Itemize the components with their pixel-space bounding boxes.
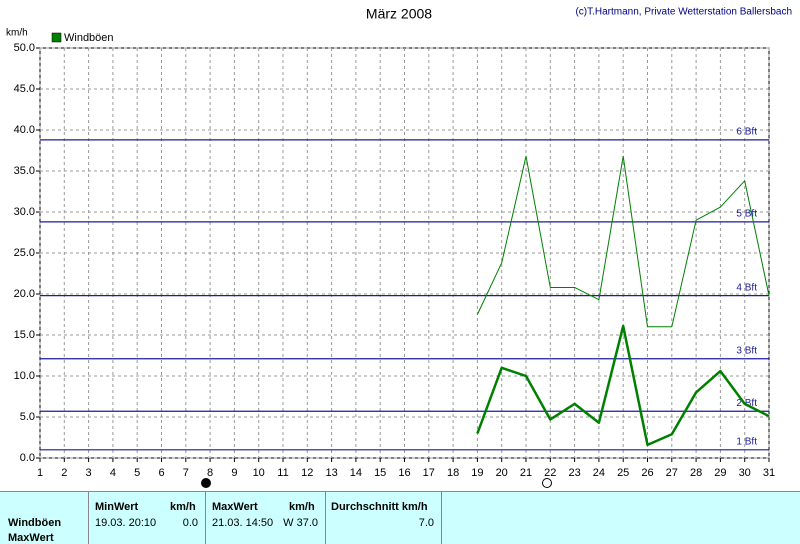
x-tick-label: 20 xyxy=(496,467,508,479)
x-tick-label: 15 xyxy=(374,467,386,479)
row-label: Windböen xyxy=(8,517,62,529)
x-tick-label: 25 xyxy=(617,467,629,479)
x-tick-label: 13 xyxy=(325,467,337,479)
credit: (c)T.Hartmann, Private Wetterstation Bal… xyxy=(575,7,792,18)
x-tick-label: 31 xyxy=(763,467,775,479)
y-tick-label: 20.0 xyxy=(14,288,35,300)
y-tick-label: 45.0 xyxy=(14,83,35,95)
cell: 0.0 xyxy=(182,517,198,529)
header: Durchschnitt km/h xyxy=(331,501,428,513)
legend-label: Windböen xyxy=(64,32,114,44)
x-tick-label: 5 xyxy=(134,467,140,479)
y-tick-label: 35.0 xyxy=(14,165,35,177)
x-tick-label: 26 xyxy=(641,467,653,479)
chart-title: März 2008 xyxy=(366,6,432,22)
x-tick-label: 6 xyxy=(158,467,164,479)
divider xyxy=(441,492,442,544)
x-tick-label: 21 xyxy=(520,467,532,479)
x-tick-label: 3 xyxy=(86,467,92,479)
new-moon-icon xyxy=(201,478,211,488)
x-tick-label: 14 xyxy=(350,467,362,479)
series-line xyxy=(476,324,770,447)
y-tick-label: 15.0 xyxy=(14,329,35,341)
header: km/h xyxy=(289,501,315,513)
x-tick-label: 18 xyxy=(447,467,459,479)
cell: W 37.0 xyxy=(283,517,318,529)
x-tick-label: 23 xyxy=(568,467,580,479)
x-tick-label: 30 xyxy=(739,467,751,479)
beaufort-label: 6 Bft xyxy=(736,126,757,137)
x-tick-label: 22 xyxy=(544,467,556,479)
y-tick-label: 50.0 xyxy=(14,42,35,54)
y-tick-label: 5.0 xyxy=(20,411,35,423)
x-tick-label: 2 xyxy=(61,467,67,479)
beaufort-label: 5 Bft xyxy=(736,208,757,219)
series-line xyxy=(476,155,770,328)
x-tick-label: 27 xyxy=(666,467,678,479)
y-tick-label: 25.0 xyxy=(14,247,35,259)
stats-table: MinWert km/h MaxWert km/h Durchschnitt k… xyxy=(0,491,800,544)
plot: 0.0 5.0 10.0 15.0 20.0 25.0 30.0 35.0 40.0 45.0 50… xyxy=(14,42,776,479)
beaufort-label: 4 Bft xyxy=(736,282,757,293)
cell: 19.03. 20:10 xyxy=(95,517,157,529)
legend-swatch xyxy=(51,32,62,43)
beaufort-label: 3 Bft xyxy=(736,345,757,356)
y-axis-label: km/h xyxy=(6,28,28,39)
x-tick-label: 28 xyxy=(690,467,702,479)
x-tick-label: 12 xyxy=(301,467,313,479)
chart: März 2008 (c)T.Hartmann, Private Wetters… xyxy=(6,6,792,488)
header: MaxWert xyxy=(212,501,258,513)
x-tick-label: 10 xyxy=(253,467,265,479)
x-tick-label: 9 xyxy=(231,467,237,479)
header: MinWert xyxy=(95,501,139,513)
beaufort-label: 2 Bft xyxy=(736,398,757,409)
row-label: MaxWert xyxy=(8,532,54,544)
divider xyxy=(325,492,326,544)
y-tick-label: 40.0 xyxy=(14,124,35,136)
beaufort-label: 1 Bft xyxy=(736,436,757,447)
x-tick-label: 7 xyxy=(183,467,189,479)
y-tick-label: 10.0 xyxy=(14,370,35,382)
divider xyxy=(205,492,206,544)
header: km/h xyxy=(170,501,196,513)
cell: 21.03. 14:50 xyxy=(212,517,274,529)
x-tick-label: 24 xyxy=(593,467,605,479)
x-tick-label: 16 xyxy=(398,467,410,479)
y-tick-label: 0.0 xyxy=(20,452,35,464)
cell: 7.0 xyxy=(418,517,434,529)
x-tick-label: 19 xyxy=(471,467,483,479)
x-tick-label: 4 xyxy=(110,467,116,479)
x-tick-label: 11 xyxy=(277,467,288,479)
x-tick-label: 8 xyxy=(207,467,213,479)
x-tick-label: 17 xyxy=(423,467,435,479)
x-tick-label: 1 xyxy=(37,467,43,479)
divider xyxy=(88,492,89,544)
x-tick-label: 29 xyxy=(714,467,726,479)
y-tick-label: 30.0 xyxy=(14,206,35,218)
full-moon-icon xyxy=(542,478,552,488)
